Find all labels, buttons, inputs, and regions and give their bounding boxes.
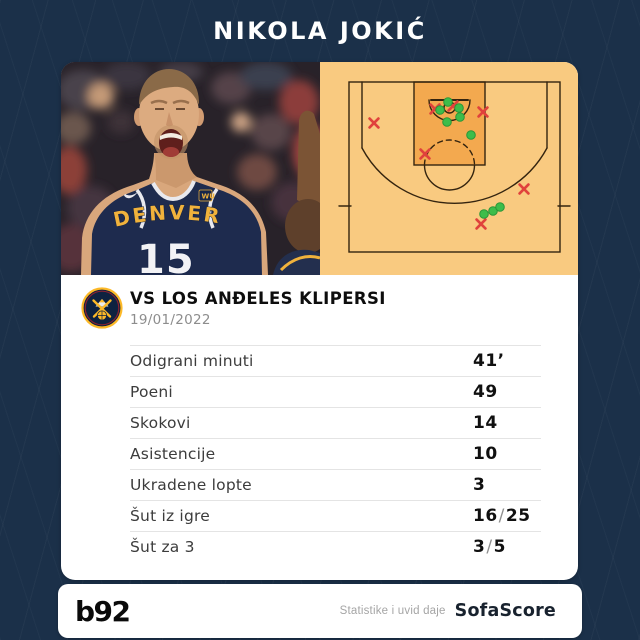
stats-section: VS LOS ANĐELES KLIPERSI 19/01/2022 Odigr… (61, 287, 578, 562)
stat-value: 3/5 (473, 537, 506, 557)
stat-label: Poeni (130, 383, 173, 401)
stat-label: Šut za 3 (130, 538, 195, 556)
shot-markers (368, 97, 530, 230)
stat-row: Ukradene lopte 3 (130, 469, 541, 500)
stats-table: Odigrani minuti 41’ Poeni 49 Skokovi 14 Asiste… (130, 345, 541, 562)
stat-label: Asistencije (130, 445, 216, 463)
player-card: WU DENVER 15 (61, 62, 578, 580)
sponsor-patch (198, 189, 213, 202)
stat-value: 14 (473, 413, 498, 433)
stat-value: 10 (473, 444, 498, 464)
sofascore-logo: SofaScore (454, 601, 556, 621)
made-shot-marker (479, 209, 489, 219)
stat-value: 49 (473, 382, 498, 402)
match-date: 19/01/2022 (130, 312, 211, 328)
made-shot-marker (443, 97, 453, 107)
court-diagram (338, 81, 571, 253)
missed-shot-marker (419, 148, 431, 160)
shot-chart (320, 62, 578, 275)
jersey (91, 181, 262, 275)
jersey-number-text: 15 (137, 237, 195, 275)
attribution-text: Statistike i uvid daje (339, 605, 446, 617)
made-shot-marker (435, 105, 445, 115)
made-shot-marker (488, 206, 498, 216)
stat-row: Poeni 49 (130, 376, 541, 407)
player-photo: WU DENVER 15 (61, 62, 320, 275)
attribution: Statistike i uvid daje SofaScore (340, 601, 556, 621)
missed-shot-marker (477, 106, 489, 118)
made-shot-marker (442, 117, 452, 127)
nike-swoosh-icon (124, 191, 138, 199)
stat-row: Odigrani minuti 41’ (130, 345, 541, 376)
match-title: VS LOS ANĐELES KLIPERSI (130, 289, 386, 308)
match-header: VS LOS ANĐELES KLIPERSI 19/01/2022 (81, 287, 578, 329)
match-text: VS LOS ANĐELES KLIPERSI 19/01/2022 (130, 287, 386, 328)
made-shot-marker (466, 130, 476, 140)
stat-value: 16/25 (473, 506, 531, 526)
stat-value: 3 (473, 475, 486, 495)
stat-row: Skokovi 14 (130, 407, 541, 438)
teammate-figure (273, 110, 320, 275)
made-shot-marker (455, 112, 465, 122)
page-title: NIKOLA JOKIĆ (213, 17, 427, 45)
hair (139, 69, 200, 105)
b92-logo: b92 (75, 594, 131, 628)
stat-row: Šut iz igre 16/25 (130, 500, 541, 531)
stat-label: Odigrani minuti (130, 352, 254, 370)
sponsor-text: WU (202, 193, 216, 201)
stat-value: 41’ (473, 351, 505, 371)
stat-label: Ukradene lopte (130, 476, 252, 494)
missed-shot-marker (368, 117, 380, 129)
stat-row: Šut za 3 3/5 (130, 531, 541, 562)
made-shot-marker (495, 202, 505, 212)
missed-shot-marker (518, 183, 530, 195)
denver-nuggets-logo (81, 287, 123, 329)
made-shot-marker (454, 103, 464, 113)
player-figure: WU DENVER 15 (81, 69, 268, 275)
media-row: WU DENVER 15 (61, 62, 578, 275)
missed-shot-marker (475, 218, 487, 230)
footer-bar: b92 Statistike i uvid daje SofaScore (58, 584, 582, 638)
stat-label: Šut iz igre (130, 507, 210, 525)
player-photo-art: WU DENVER 15 (61, 62, 320, 275)
stat-row: Asistencije 10 (130, 438, 541, 469)
stat-label: Skokovi (130, 414, 191, 432)
